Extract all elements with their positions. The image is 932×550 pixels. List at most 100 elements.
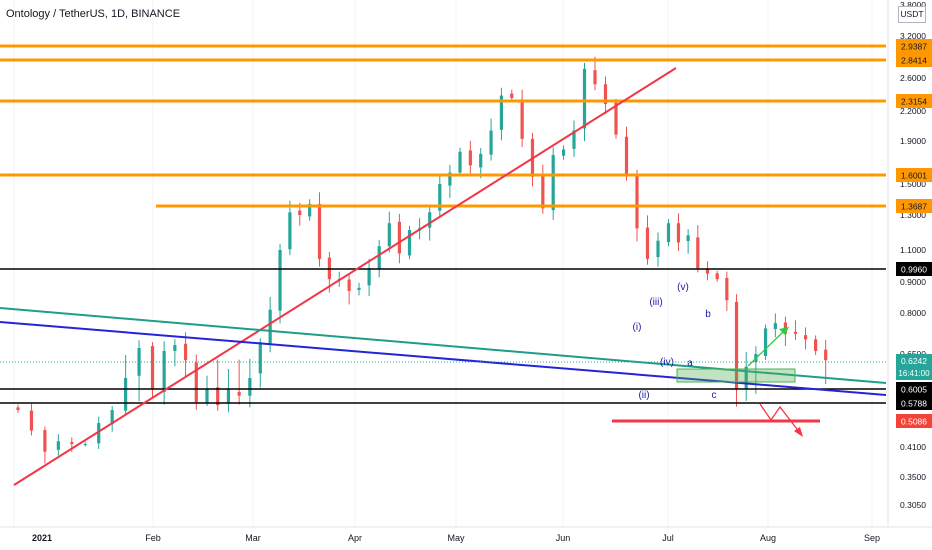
candle-body: [407, 230, 412, 256]
candle-body: [824, 349, 828, 361]
time-tick-label: 2021: [32, 533, 52, 543]
level-badge-label: 0.5788: [901, 399, 927, 409]
price-tick-label: 0.3500: [900, 472, 926, 482]
candle-body: [173, 345, 177, 351]
candle-body: [734, 301, 739, 390]
level-badge: [896, 39, 932, 53]
up-scenario-arrowhead: [779, 327, 789, 335]
candle-body: [479, 153, 483, 168]
candle-body: [438, 184, 442, 211]
candle-body: [83, 444, 87, 446]
candle-body: [561, 149, 566, 156]
candle-body: [317, 204, 322, 259]
candle-body: [572, 130, 576, 149]
candle-body: [458, 151, 462, 173]
current-price-countdown: 16:41:00: [898, 369, 930, 378]
level-badge: [896, 414, 932, 428]
up-scenario-arrow: [747, 329, 786, 367]
level-badge-label: 2.9387: [901, 42, 927, 52]
level-badge: [896, 168, 932, 182]
candle-body: [367, 268, 371, 286]
candle-body: [489, 130, 493, 155]
candle-body: [226, 389, 231, 404]
price-tick-label: 3.2000: [900, 31, 926, 41]
candle-body: [137, 348, 141, 376]
candle-body: [124, 378, 128, 411]
candle-body: [705, 268, 710, 274]
level-badge: [896, 94, 932, 108]
level-badge-label: 2.8414: [901, 56, 927, 66]
candle-body: [43, 430, 47, 452]
chart-title: Ontology / TetherUS, 1D, BINANCE: [6, 8, 181, 20]
price-tick-label: 0.9000: [900, 277, 926, 287]
candle-body: [744, 366, 748, 390]
level-badge-label: 1.6001: [901, 171, 927, 181]
wave-label: (i): [633, 322, 642, 333]
price-tick-label: 0.8000: [900, 308, 926, 318]
support-zone-box: [676, 368, 796, 383]
candle-body: [428, 212, 432, 228]
candle-body: [268, 309, 272, 345]
candle-body: [448, 172, 452, 186]
candle-body: [803, 335, 808, 340]
wave-label: (v): [677, 282, 689, 293]
candle-body: [308, 204, 312, 217]
candle-body: [205, 389, 209, 404]
price-tick-label: 3.8000: [900, 0, 926, 10]
level-badge-label: 2.3154: [901, 97, 927, 107]
level-badge: [896, 53, 932, 67]
currency-unit-label[interactable]: USDT: [898, 6, 926, 23]
level-badge: [896, 262, 932, 276]
time-tick-label: Aug: [760, 533, 776, 543]
candle-body: [70, 442, 74, 445]
candle-body: [347, 279, 351, 291]
price-tick-label: 0.3050: [900, 500, 926, 510]
wave-label: (iii): [649, 297, 662, 308]
down-scenario-arrowhead: [794, 427, 803, 437]
candle-body: [614, 102, 618, 135]
candle-body: [298, 210, 302, 215]
candle-body: [814, 339, 818, 351]
candle-body: [29, 410, 34, 431]
level-badge-label: 0.5086: [901, 417, 927, 427]
candle-body: [551, 155, 555, 211]
candle-body: [258, 342, 262, 374]
candle-body: [162, 350, 166, 392]
level-badge: [896, 382, 932, 396]
level-badge-label: 0.9960: [901, 265, 927, 275]
current-price-label: 0.6242: [901, 356, 927, 366]
candle-body: [248, 378, 252, 396]
candle-body: [397, 221, 401, 254]
level-badge: [896, 199, 932, 213]
price-tick-label: 1.5000: [900, 179, 926, 189]
candle-body: [773, 323, 777, 330]
wave-label: a: [687, 358, 693, 369]
candle-body: [377, 246, 381, 270]
time-tick-label: Mar: [245, 533, 261, 543]
candle-body: [216, 387, 220, 406]
candle-body: [237, 391, 241, 396]
candle-body: [16, 407, 20, 411]
candle-body: [582, 68, 587, 129]
time-tick-label: Sep: [864, 533, 880, 543]
price-tick-label: 2.6000: [900, 73, 926, 83]
time-tick-label: Jul: [662, 533, 674, 543]
level-badge-label: 1.3687: [901, 202, 927, 212]
candle-body: [593, 70, 597, 85]
candle-body: [763, 328, 768, 356]
candle-body: [656, 240, 660, 257]
candle-body: [110, 410, 114, 425]
candle-body: [194, 362, 198, 403]
wave-label: b: [705, 309, 711, 320]
candle-body: [676, 223, 681, 243]
candle-body: [715, 273, 719, 280]
candle-body: [603, 84, 608, 105]
candle-body: [686, 235, 690, 242]
blue-trendline: [0, 321, 887, 396]
time-tick-label: Apr: [348, 533, 362, 543]
time-tick-label: Feb: [145, 533, 161, 543]
level-badge: [896, 396, 932, 410]
candle-body: [468, 150, 472, 166]
